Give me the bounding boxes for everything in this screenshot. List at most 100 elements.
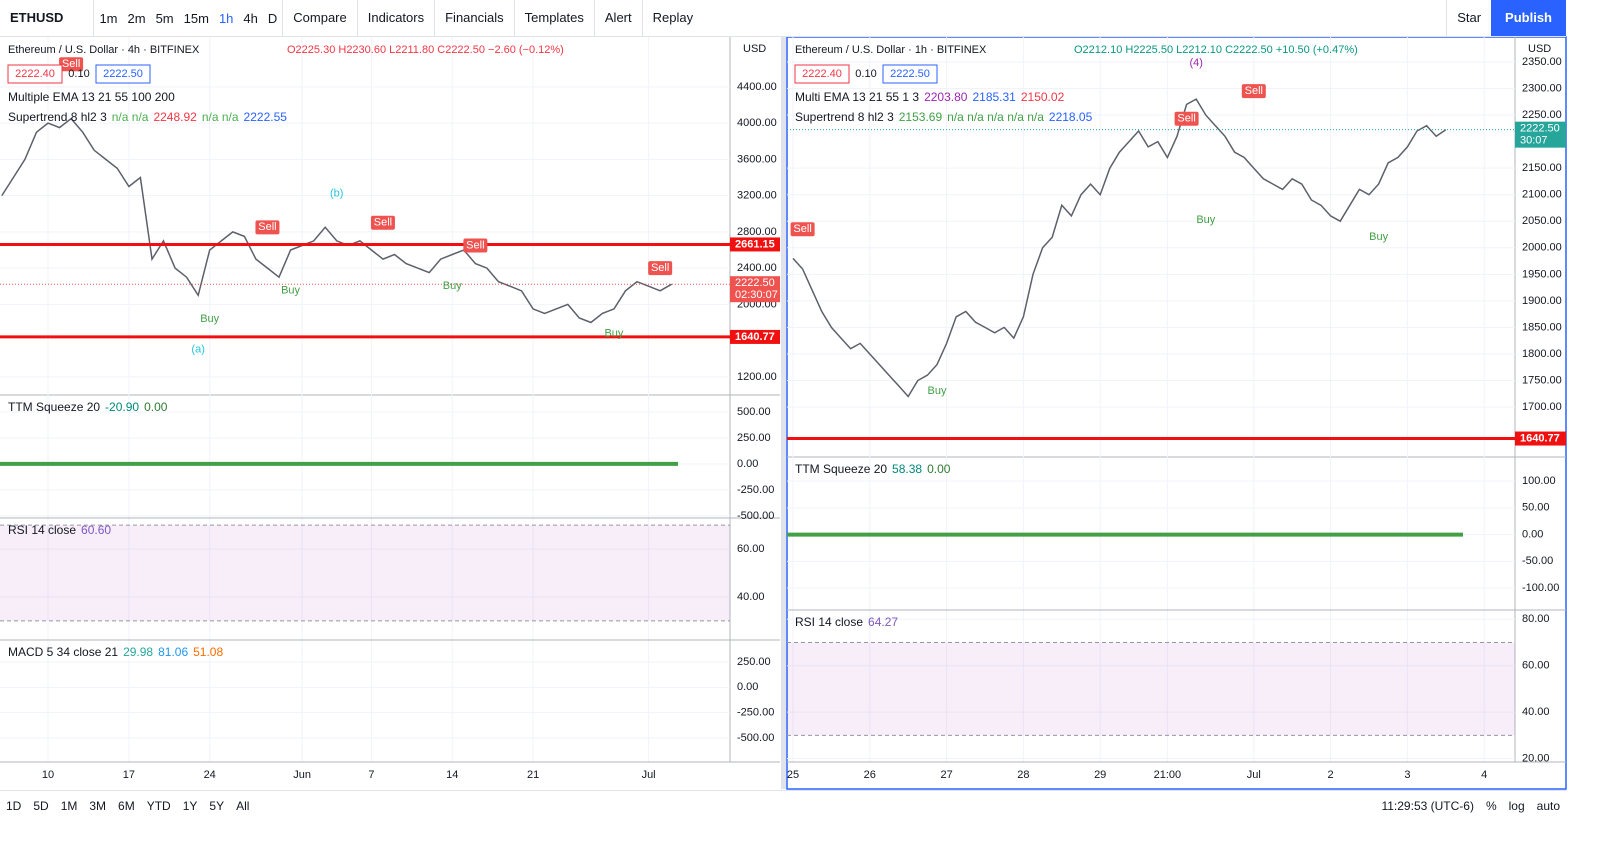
range-button[interactable]: 1Y <box>182 799 198 813</box>
y-tick-label: 60.00 <box>737 543 765 555</box>
countdown-label: 02:30:07 <box>735 289 778 301</box>
legend-line: Multi EMA 13 21 55 1 3 2203.80 2185.31 2150… <box>795 90 1065 104</box>
y-tick-label: 1750.00 <box>1522 374 1562 386</box>
range-button[interactable]: 1M <box>60 799 78 813</box>
time-label: Jun <box>293 769 311 781</box>
ask-box <box>882 64 938 84</box>
interval[interactable]: 4h <box>243 10 258 26</box>
scale-option[interactable]: % <box>1485 799 1497 813</box>
interval[interactable]: 1h <box>218 10 234 26</box>
scale-option[interactable]: auto <box>1536 799 1560 813</box>
time-label: 24 <box>204 769 216 781</box>
level-tag <box>730 237 780 252</box>
time-label: 21 <box>527 769 539 781</box>
interval[interactable]: 15m <box>183 10 209 26</box>
legend-item: n/a n/a <box>112 110 149 124</box>
y-tick-label: 20.00 <box>1522 752 1550 764</box>
y-tick-label: 2250.00 <box>1522 109 1562 121</box>
legend-item: 2185.31 <box>972 90 1016 104</box>
signal-label: Sell <box>1245 85 1263 97</box>
legend-item: n/a n/a n/a n/a n/a <box>947 110 1044 124</box>
legend-line: RSI 14 close 64.27 <box>795 615 898 629</box>
signal-tag <box>790 222 815 237</box>
legend-line: TTM Squeeze 20 -20.90 0.00 <box>8 400 168 414</box>
level-tag <box>730 329 780 344</box>
y-tick-label: 100.00 <box>1522 475 1556 487</box>
wave-label: (b) <box>330 188 343 200</box>
legend-item: RSI 14 close <box>795 615 863 629</box>
y-tick-label: 250.00 <box>737 432 771 444</box>
time-label: 7 <box>368 769 374 781</box>
tool-button[interactable]: Compare <box>282 0 356 36</box>
range-button[interactable]: 3M <box>89 799 107 813</box>
legend-item: -20.90 <box>105 400 139 414</box>
legend-item: Supertrend 8 hl2 3 <box>795 110 894 124</box>
y-tick-label: 2050.00 <box>1522 215 1562 227</box>
range-button[interactable]: YTD <box>146 799 171 813</box>
wave-label: (a) <box>191 344 204 356</box>
top-toolbar: ETHUSD 1m 2m 5m 15m 1h 4h D Compare Indicators Fin… <box>0 0 1566 37</box>
range-button[interactable]: 1D <box>6 799 22 813</box>
y-tick-label: 500.00 <box>737 406 771 418</box>
legend-item: TTM Squeeze 20 <box>795 462 887 476</box>
tool-button[interactable]: Templates <box>513 0 594 36</box>
tool-button[interactable]: Financials <box>434 0 514 36</box>
price-line <box>1 117 673 324</box>
layout-name[interactable]: Star <box>1446 0 1491 36</box>
time-label: Jul <box>642 769 656 781</box>
signal-label: Sell <box>1177 113 1195 125</box>
interval[interactable]: D <box>267 10 278 26</box>
tool-button[interactable]: Replay <box>641 0 703 36</box>
range-button[interactable]: 5Y <box>209 799 225 813</box>
y-tick-label: -50.00 <box>1522 555 1553 567</box>
y-tick-label: 2000.00 <box>1522 242 1562 254</box>
legend-item: RSI 14 close <box>8 523 76 537</box>
legend-line: TTM Squeeze 20 58.38 0.00 <box>795 462 951 476</box>
publish-button[interactable]: Publish <box>1491 0 1566 36</box>
legend-line: Supertrend 8 hl2 3 2153.69 n/a n/a n/a n/a… <box>795 110 1093 124</box>
signal-label: Sell <box>258 221 276 233</box>
ask-box <box>95 64 151 84</box>
legend-line: Multiple EMA 13 21 55 100 200 <box>8 90 175 104</box>
legend-item: 60.60 <box>81 523 111 537</box>
legend-item: 81.06 <box>158 645 188 659</box>
interval[interactable]: 5m <box>155 10 174 26</box>
y-tick-label: 2800.00 <box>737 226 777 238</box>
range-button[interactable]: 5D <box>33 799 49 813</box>
scale-option[interactable]: log <box>1508 799 1525 813</box>
signal-tag <box>370 215 395 230</box>
y-tick-label: 1700.00 <box>1522 401 1562 413</box>
y-tick-label: 250.00 <box>737 656 771 668</box>
spread: 0.10 <box>855 68 876 80</box>
level-tag-label: 1640.77 <box>735 331 775 343</box>
time-label: 28 <box>1017 769 1029 781</box>
last-price-tag <box>730 276 780 303</box>
legend-item: 2203.80 <box>924 90 968 104</box>
signal-label: Sell <box>62 58 80 70</box>
legend-item: 2222.55 <box>244 110 288 124</box>
y-tick-label: 1200.00 <box>737 371 777 383</box>
symbol[interactable]: ETHUSD <box>0 0 95 36</box>
legend-item: 29.98 <box>123 645 153 659</box>
tool-button[interactable]: Alert <box>593 0 642 36</box>
signal-label: Sell <box>651 262 669 274</box>
wave-label: Buy <box>928 385 947 397</box>
chart-title: Ethereum / U.S. Dollar · 1h · BITFINEX <box>795 44 987 56</box>
time-label: 3 <box>1404 769 1410 781</box>
wave-label: Buy <box>200 313 219 325</box>
currency-label: USD <box>1528 43 1551 55</box>
range-button[interactable]: All <box>236 799 250 813</box>
range-button[interactable]: 6M <box>118 799 135 813</box>
interval[interactable]: 2m <box>127 10 146 26</box>
signal-tag <box>59 57 84 72</box>
wave-label: (4) <box>1189 57 1202 69</box>
rsi-band <box>787 642 1515 736</box>
wave-label: Buy <box>443 280 462 292</box>
wave-label: Buy <box>604 327 623 339</box>
y-tick-label: 40.00 <box>737 591 765 603</box>
legend-line: Supertrend 8 hl2 3 n/a n/a 2248.92 n/a n/a 2… <box>8 110 287 124</box>
legend-item: n/a n/a <box>202 110 239 124</box>
wave-label: Buy <box>281 285 300 297</box>
interval[interactable]: 1m <box>99 10 118 26</box>
tool-button[interactable]: Indicators <box>356 0 434 36</box>
